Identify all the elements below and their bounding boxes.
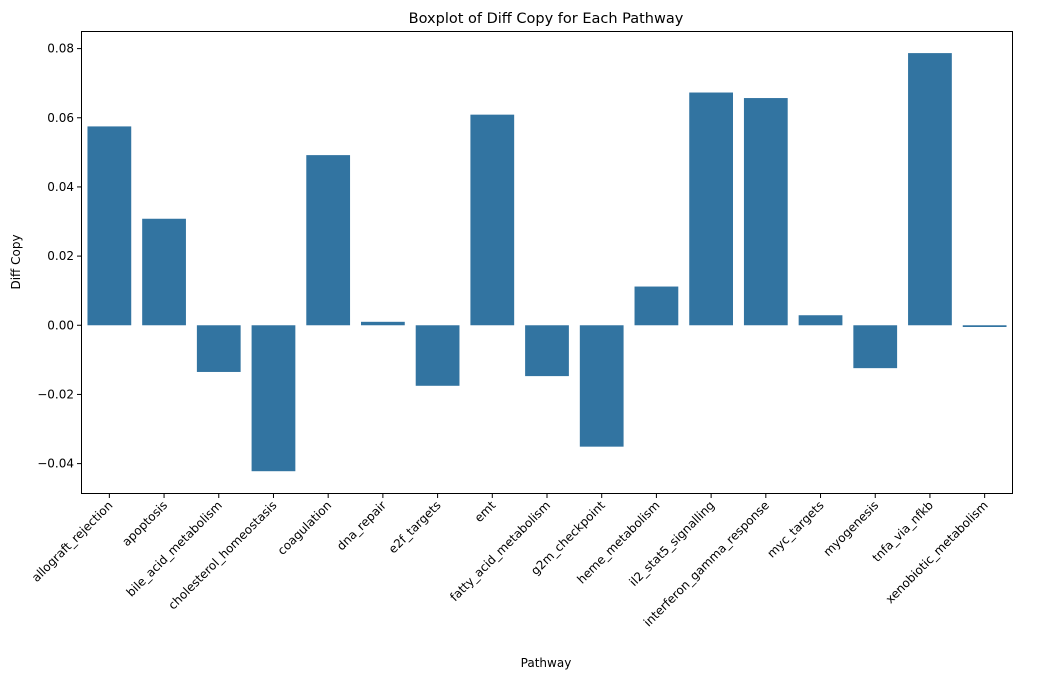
y-tick-label: −0.04: [37, 457, 74, 471]
bar-cholesterol-homeostasis: [251, 325, 296, 472]
bar-coagulation: [306, 155, 351, 326]
y-axis: −0.04 −0.02 0.00 0.02 0.04 0.06 0.08: [37, 42, 82, 471]
bar-xenobiotic-metabolism: [962, 325, 1007, 327]
bar-il2-stat5-signalling: [689, 92, 733, 326]
bar-g2m-checkpoint: [579, 325, 624, 447]
bar-heme-metabolism: [634, 286, 679, 326]
y-tick-label: 0.04: [47, 180, 74, 194]
y-tick-label: 0.06: [47, 111, 74, 125]
bar-dna-repair: [361, 321, 405, 326]
bar-allograft-rejection: [87, 126, 132, 326]
bar-interferon-gamma-response: [743, 98, 788, 326]
bar-myc-targets: [798, 315, 843, 326]
bar-emt: [470, 114, 515, 326]
bar-apoptosis: [142, 218, 186, 326]
bar-bile-acid-metabolism: [196, 325, 241, 372]
bar-fatty-acid-metabolism: [525, 325, 569, 377]
chart-title: Boxplot of Diff Copy for Each Pathway: [409, 11, 684, 27]
y-axis-label: Diff Copy: [9, 234, 23, 289]
plot-frame: [81, 31, 1013, 494]
y-tick-label: 0.02: [47, 249, 74, 263]
y-tick-label: 0.00: [47, 318, 74, 332]
bar-tnfa-via-nfkb: [908, 53, 952, 326]
y-tick-label: 0.08: [47, 42, 74, 56]
bars-group: [87, 53, 1007, 472]
y-tick-label: −0.02: [37, 387, 74, 401]
bar-e2f-targets: [415, 325, 460, 386]
bar-myogenesis: [853, 325, 898, 369]
x-axis-label: Pathway: [521, 656, 572, 670]
